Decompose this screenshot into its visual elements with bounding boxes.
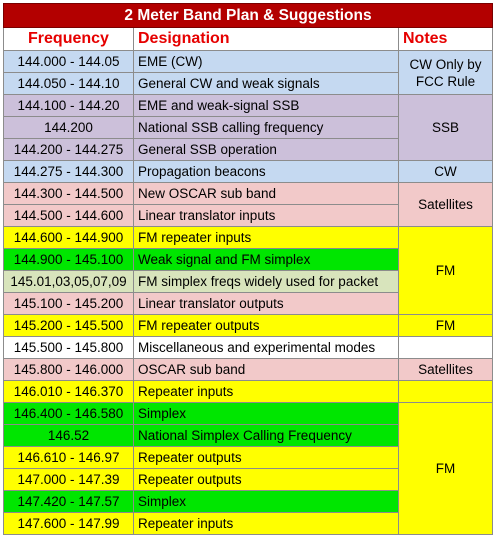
designation-cell: General CW and weak signals [133,72,399,95]
frequency-cell: 147.000 - 147.39 [3,468,134,491]
frequency-cell: 144.900 - 145.100 [3,248,134,271]
designation-cell: Weak signal and FM simplex [133,248,399,271]
table-row: 146.400 - 146.580 Simplex FM [3,402,494,535]
frequency-cell: 144.100 - 144.20 [3,94,134,117]
designation-cell: FM repeater inputs [133,226,399,249]
frequency-cell: 144.600 - 144.900 [3,226,134,249]
band-plan-table: 2 Meter Band Plan & Suggestions Frequenc… [2,3,494,535]
table-row: 145.01,03,05,07,09 FM simplex freqs widel… [3,270,493,293]
title-row: 2 Meter Band Plan & Suggestions [2,3,494,28]
designation-cell: Simplex [133,402,399,425]
frequency-cell: 144.275 - 144.300 [3,160,134,183]
table-row: 144.600 - 144.900 FM repeater inputs FM [3,226,494,315]
table-row: 146.52 National Simplex Calling Frequency [3,424,493,447]
notes-header: Notes [397,27,494,51]
designation-cell: Miscellaneous and experimental modes [133,336,399,359]
table-row: 146.610 - 146.97 Repeater outputs [3,446,493,469]
designation-cell: EME and weak-signal SSB [133,94,399,117]
frequency-cell: 146.010 - 146.370 [3,380,134,403]
table-row: 146.010 - 146.370 Repeater inputs [3,380,494,403]
frequency-cell: 144.300 - 144.500 [3,182,134,205]
designation-cell: General SSB operation [133,138,399,161]
table-row: 144.200 National SSB calling frequency [3,116,493,139]
table-row: 144.900 - 145.100 Weak signal and FM simp… [3,248,493,271]
notes-cell: FM [397,226,494,315]
frequency-cell: 147.420 - 147.57 [3,490,134,513]
frequency-cell: 144.500 - 144.600 [3,204,134,227]
frequency-header: Frequency [3,27,134,51]
frequency-cell: 145.200 - 145.500 [3,314,134,337]
table-row: 144.200 - 144.275 General SSB operation [3,138,493,161]
notes-cell: Satellites [397,182,494,227]
table-row: 144.100 - 144.20 EME and weak-signal SSB S… [3,94,494,161]
designation-cell: EME (CW) [133,50,399,73]
notes-cell [397,380,494,403]
frequency-cell: 144.050 - 144.10 [3,72,134,95]
table-row: 147.600 - 147.99 Repeater inputs [3,512,493,535]
header-row: Frequency Designation Notes [3,27,494,51]
designation-cell: Repeater inputs [133,380,399,403]
table-row: 145.200 - 145.500 FM repeater outputs FM [3,314,494,337]
designation-header: Designation [133,27,399,51]
frequency-cell: 146.610 - 146.97 [3,446,134,469]
table-row: 147.420 - 147.57 Simplex [3,490,493,513]
frequency-cell: 146.400 - 146.580 [3,402,134,425]
designation-cell: Repeater outputs [133,468,399,491]
table-row: 145.100 - 145.200 Linear translator outpu… [3,292,493,315]
band-plan-container: 2 Meter Band Plan & Suggestions Frequenc… [2,3,494,535]
table-row: 147.000 - 147.39 Repeater outputs [3,468,493,491]
designation-cell: Propagation beacons [133,160,399,183]
frequency-cell: 146.52 [3,424,134,447]
frequency-cell: 145.100 - 145.200 [3,292,134,315]
notes-cell: Satellites [397,358,494,381]
designation-cell: FM simplex freqs widely used for packet [133,270,399,293]
designation-cell: OSCAR sub band [133,358,399,381]
frequency-cell: 144.000 - 144.05 [3,50,134,73]
frequency-cell: 144.200 [3,116,134,139]
designation-cell: Repeater outputs [133,446,399,469]
notes-cell [397,336,494,359]
frequency-cell: 145.01,03,05,07,09 [3,270,134,293]
table-row: 144.275 - 144.300 Propagation beacons CW [3,160,494,183]
designation-cell: Linear translator inputs [133,204,399,227]
table-title: 2 Meter Band Plan & Suggestions [2,3,494,28]
designation-cell: National SSB calling frequency [133,116,399,139]
notes-cell: CW [397,160,494,183]
frequency-cell: 147.600 - 147.99 [3,512,134,535]
frequency-cell: 145.500 - 145.800 [3,336,134,359]
designation-cell: Linear translator outputs [133,292,399,315]
table-row: 144.300 - 144.500 New OSCAR sub band Satel… [3,182,494,227]
table-row: 145.800 - 146.000 OSCAR sub band Satellite… [3,358,494,381]
notes-cell: FM [397,314,494,337]
band-plan-body: 144.000 - 144.05 EME (CW) CW Only by FCC R… [3,50,494,535]
designation-cell: Repeater inputs [133,512,399,535]
table-row: 144.000 - 144.05 EME (CW) CW Only by FCC R… [3,50,494,95]
frequency-cell: 145.800 - 146.000 [3,358,134,381]
designation-cell: Simplex [133,490,399,513]
notes-cell: FM [397,402,494,535]
designation-cell: New OSCAR sub band [133,182,399,205]
notes-cell: SSB [397,94,494,161]
frequency-cell: 144.200 - 144.275 [3,138,134,161]
notes-cell: CW Only by FCC Rule [397,50,494,95]
table-row: 145.500 - 145.800 Miscellaneous and exper… [3,336,494,359]
designation-cell: FM repeater outputs [133,314,399,337]
designation-cell: National Simplex Calling Frequency [133,424,399,447]
table-row: 144.050 - 144.10 General CW and weak sign… [3,72,493,95]
